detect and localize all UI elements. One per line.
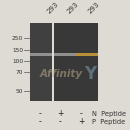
Text: 150: 150 (12, 48, 23, 53)
Text: 293: 293 (87, 1, 100, 15)
Text: Affinity: Affinity (40, 69, 83, 79)
Text: 70: 70 (16, 70, 23, 75)
Text: -: - (38, 109, 41, 118)
Text: P  Peptide: P Peptide (92, 119, 125, 125)
Bar (30, 23, 52, 101)
Bar (30, 53, 52, 56)
Text: -: - (80, 109, 83, 118)
Text: 100: 100 (12, 59, 23, 64)
Text: 50: 50 (16, 89, 23, 93)
Bar (76, 23, 98, 101)
Text: +: + (78, 117, 84, 126)
Text: 293: 293 (46, 1, 60, 15)
Text: Y: Y (84, 65, 96, 83)
Bar (54, 23, 76, 101)
Text: +: + (57, 109, 64, 118)
Text: -: - (38, 117, 41, 126)
Text: -: - (59, 117, 62, 126)
Text: 293: 293 (66, 1, 80, 15)
Bar (76, 53, 98, 56)
Text: N  Peptide: N Peptide (92, 110, 126, 117)
Text: 250: 250 (12, 35, 23, 41)
Bar (54, 53, 76, 56)
